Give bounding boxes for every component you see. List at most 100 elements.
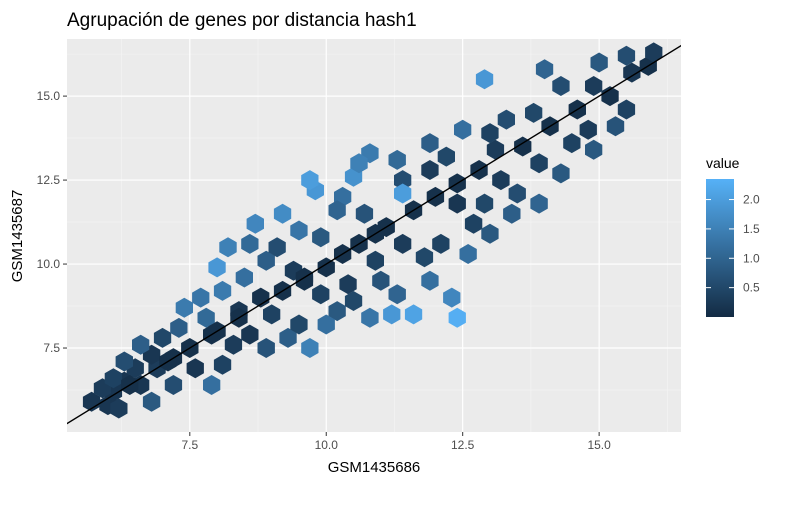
hex-cell <box>421 270 439 291</box>
hex-cell <box>383 304 401 325</box>
hex-cell <box>344 291 363 311</box>
hex-cell <box>459 244 477 264</box>
hex-cell <box>170 317 188 338</box>
hex-cell <box>530 153 548 174</box>
hex-cell <box>110 398 128 419</box>
x-tick-label: 10.0 <box>315 438 339 452</box>
x-axis-title: GSM1435686 <box>328 459 421 476</box>
hex-cells <box>82 42 663 419</box>
hex-cell <box>279 327 297 348</box>
hex-cell <box>492 170 510 191</box>
hex-cell <box>388 284 406 305</box>
hex-cell <box>552 76 570 96</box>
chart-title: Agrupación de genes por distancia hash1 <box>67 10 417 31</box>
hex-cell <box>317 314 335 335</box>
hex-cell <box>241 324 259 345</box>
legend-tick-label: 0.5 <box>743 281 760 295</box>
hex-cell <box>290 314 308 335</box>
hex-cell <box>273 203 292 224</box>
hex-cell <box>252 287 270 308</box>
hex-cell <box>192 287 210 308</box>
y-tick-label: 15.0 <box>37 89 61 103</box>
hex-cell <box>82 391 101 412</box>
hex-cell <box>388 149 406 170</box>
hex-cell <box>350 153 368 174</box>
hex-cell <box>552 163 570 184</box>
hex-cell <box>241 233 259 254</box>
y-axis-ticks: 7.5 10.0 12.5 15.0 <box>37 89 67 355</box>
hex-cell <box>508 183 526 204</box>
hex-cell <box>503 203 521 224</box>
hex-cell <box>186 358 204 379</box>
hex-cell <box>617 99 636 120</box>
hex-cell <box>328 301 346 322</box>
hex-cell <box>115 351 133 372</box>
hex-cell <box>606 116 625 137</box>
hex-cell <box>104 368 123 389</box>
hex-cell <box>404 304 423 325</box>
hex-cell <box>432 233 450 254</box>
hex-cell <box>443 287 461 308</box>
hex-cell <box>497 109 515 130</box>
hex-cell <box>530 193 548 214</box>
hex-cell <box>579 119 597 140</box>
hex-cell <box>437 146 455 167</box>
hex-cell <box>301 170 319 191</box>
hex-cell <box>366 250 384 271</box>
hex-cell <box>290 220 308 241</box>
hex-cell <box>372 270 390 291</box>
hex-cell <box>481 223 499 244</box>
x-axis-ticks: 7.5 10.0 12.5 15.0 <box>181 432 611 452</box>
hex-cell <box>257 250 275 271</box>
hex-cell <box>235 267 253 288</box>
hex-cell <box>486 139 505 160</box>
hex-cell <box>394 233 412 254</box>
hex-cell <box>197 307 215 328</box>
hex-cell <box>203 375 221 395</box>
hex-cell <box>328 200 346 221</box>
y-tick-label: 10.0 <box>37 257 61 271</box>
hex-cell <box>164 375 183 395</box>
hex-cell <box>257 338 275 358</box>
hex-cell <box>219 237 237 258</box>
hex-cell <box>563 133 581 154</box>
hex-cell <box>535 59 554 80</box>
hex-cell <box>394 183 412 204</box>
hex-cell <box>339 274 357 295</box>
y-tick-label: 7.5 <box>43 341 60 355</box>
legend-tick-label: 1.5 <box>743 222 760 236</box>
hex-cell <box>481 123 499 144</box>
hex-cell <box>301 338 319 358</box>
hex-cell <box>312 284 330 305</box>
x-tick-label: 12.5 <box>451 438 475 452</box>
hex-cell <box>525 102 543 123</box>
reference-line <box>67 44 681 425</box>
hex-cell <box>317 257 335 278</box>
hex-cell <box>617 45 636 66</box>
hex-cell <box>464 213 483 234</box>
legend-tick-label: 2.0 <box>743 193 760 207</box>
hex-cell <box>268 237 286 258</box>
hex-cell <box>361 307 379 328</box>
hex-cell <box>421 160 439 180</box>
hex-cell <box>132 334 150 355</box>
hex-cell <box>623 62 641 83</box>
hex-cell <box>421 133 439 154</box>
hex-cell <box>514 136 532 157</box>
x-tick-label: 7.5 <box>181 438 198 452</box>
hex-cell <box>208 257 226 278</box>
hex-cell <box>585 139 603 160</box>
hex-cell <box>454 119 472 140</box>
hex-cell <box>153 327 172 348</box>
legend-tick-label: 1.0 <box>743 251 760 265</box>
legend-ticks: 2.0 1.5 1.0 0.5 <box>706 193 760 295</box>
hex-cell <box>590 52 608 73</box>
hex-cell <box>448 307 466 328</box>
reference-line-group <box>67 44 681 425</box>
hex-cell <box>246 213 264 234</box>
hex-cell <box>224 334 243 355</box>
hex-cell <box>475 193 494 214</box>
hex-cell <box>415 247 434 268</box>
hex-cell <box>213 280 232 301</box>
